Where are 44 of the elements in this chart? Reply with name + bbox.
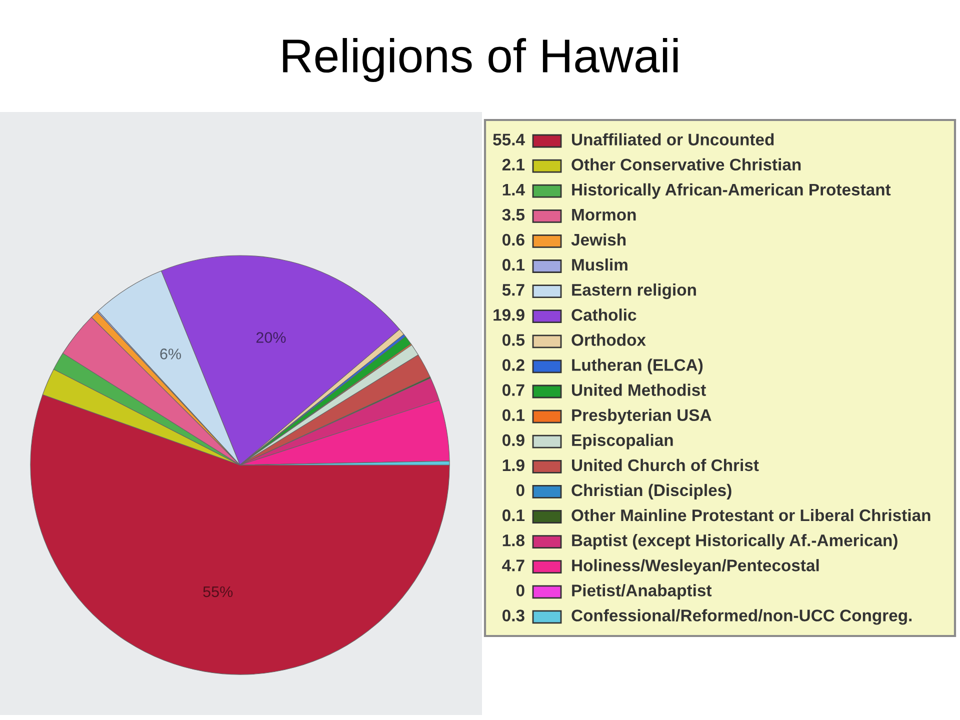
legend-label: Confessional/Reformed/non-UCC Congreg. — [572, 609, 912, 625]
data-label: 0.3 — [502, 610, 524, 622]
legend-label: Presbyterian USA — [572, 408, 712, 424]
text: 55% — [203, 586, 233, 598]
legend-label: Other Conservative Christian — [572, 158, 801, 171]
legend-label: Catholic — [572, 308, 636, 321]
data-label: 1.9 — [502, 459, 524, 472]
legend-label: Episcopalian — [572, 434, 673, 450]
legend-label: Unaffiliated or Uncounted — [572, 133, 774, 146]
data-label: 0.6 — [502, 234, 524, 246]
chart-title: Religions of Hawaii — [283, 38, 678, 82]
data-label: 2.1 — [502, 158, 525, 170]
data-label: 4.7 — [502, 560, 524, 572]
data-label: 0.5 — [502, 334, 525, 346]
data-label: 0.1 — [502, 509, 525, 522]
legend-label: Holiness/Wesleyan/Pentecostal — [572, 559, 819, 575]
data-label: 5.7 — [502, 284, 524, 296]
text: 6% — [160, 348, 181, 360]
data-label: 1.4 — [502, 184, 525, 196]
data-label: 0.2 — [502, 359, 524, 371]
legend-label: Baptist (except Historically Af.-American) — [572, 534, 898, 550]
data-label: 0.9 — [502, 434, 524, 446]
data-label: 55.4 — [493, 134, 525, 146]
legend-label: Orthodox — [572, 334, 646, 346]
data-label: 3.5 — [502, 208, 525, 221]
legend-label: Eastern religion — [572, 283, 696, 300]
legend-label: Historically African-American Protestant — [572, 183, 891, 199]
text: 0 — [516, 584, 524, 596]
data-label: 0.1 — [502, 409, 525, 422]
data-label: 1.8 — [502, 534, 524, 546]
legend-label: Mormon — [572, 208, 636, 221]
text: 0 — [516, 484, 524, 496]
legend-label: United Methodist — [572, 384, 706, 396]
legend-label: Lutheran (ELCA) — [572, 358, 703, 374]
text: 20% — [256, 332, 286, 343]
legend-label: United Church of Christ — [572, 458, 759, 472]
legend-label: Pietist/Anabaptist — [572, 584, 712, 600]
data-label: 0.7 — [502, 384, 524, 396]
data-label: 0.1 — [502, 258, 525, 271]
legend-label: Christian (Disciples) — [572, 484, 732, 500]
data-label: 19.9 — [494, 309, 524, 321]
legend-label: Muslim — [572, 258, 628, 271]
legend-label: Jewish — [571, 233, 626, 246]
legend-label: Other Mainline Protestant or Liberal Christian — [572, 508, 930, 522]
